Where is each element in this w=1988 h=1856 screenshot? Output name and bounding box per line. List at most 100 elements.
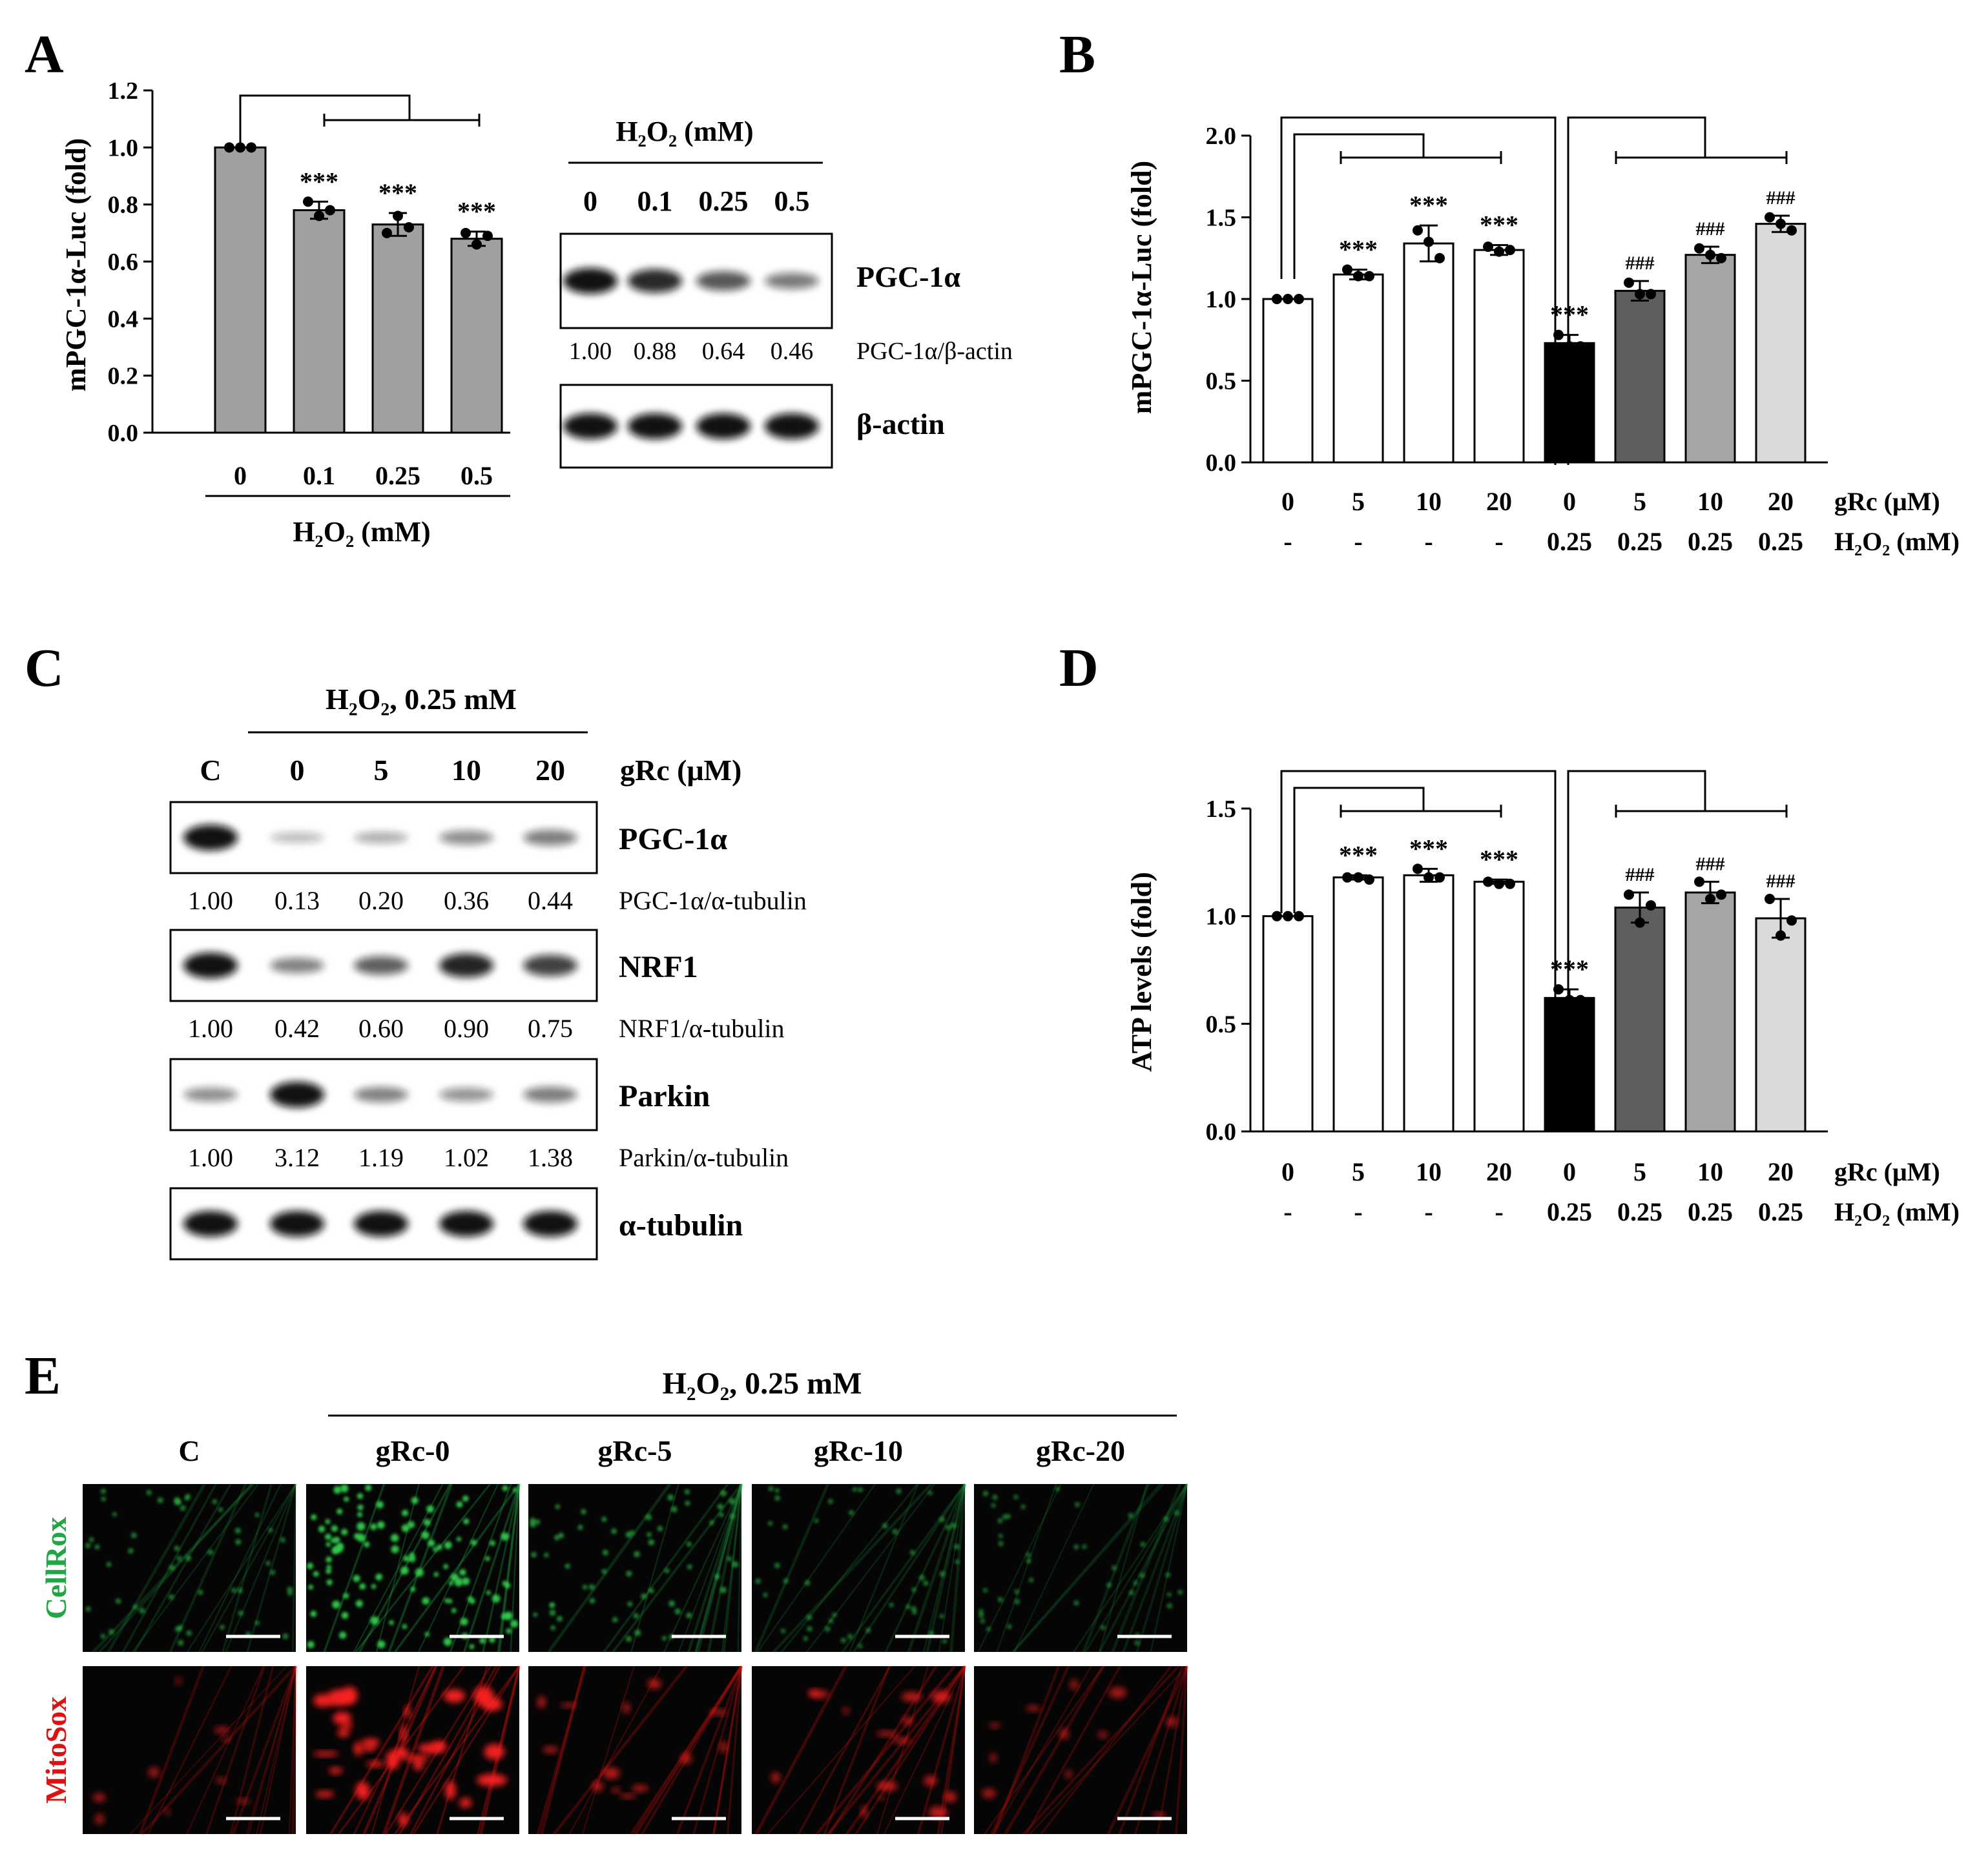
fluorescent-spot: [783, 1578, 789, 1584]
data-point: [1483, 876, 1493, 887]
data-point: [1646, 289, 1656, 300]
blot-band: [563, 268, 617, 294]
fluorescent-spot: [1073, 1600, 1079, 1606]
fluorescent-spot: [1028, 1577, 1034, 1583]
h2o2-label: -: [1283, 1197, 1292, 1226]
column-label: gRc-20: [1036, 1434, 1125, 1467]
data-point: [325, 205, 335, 216]
fluorescent-spot: [157, 1497, 163, 1503]
fiber-signal: [949, 1483, 967, 1653]
data-point: [303, 196, 313, 207]
fluorescent-spot: [1133, 1580, 1138, 1585]
fluorescent-spot: [479, 1637, 486, 1644]
fluorescent-spot: [670, 1506, 678, 1512]
band-name: NRF1: [619, 950, 698, 984]
blot-band: [183, 1088, 238, 1102]
chart-b: mPGC-1α-Luc (fold) 0.0 0.5 1.0 1.5 2.0 0 - *** 5…: [1126, 116, 1960, 556]
fluorescent-spot: [391, 1545, 399, 1554]
fluorescent-spot: [376, 1501, 384, 1509]
fluorescent-spot: [413, 1758, 424, 1771]
y-tick-label: 1.0: [108, 134, 139, 161]
data-point: [1294, 294, 1304, 304]
fluorescent-spot: [265, 1560, 271, 1566]
fluorescent-spot: [399, 1812, 408, 1828]
fluorescent-spot: [611, 1528, 617, 1534]
row-label: MitoSox: [39, 1696, 72, 1804]
y-tick-label: 0.2: [108, 363, 139, 390]
band-ratio: 1.00: [188, 886, 233, 915]
significance-label: ***: [1339, 840, 1378, 869]
fluorescent-spot: [625, 1636, 632, 1642]
blot-band: [270, 832, 324, 843]
fluorescent-spot: [460, 1618, 468, 1626]
fluorescent-spot: [180, 1505, 186, 1511]
fluorescent-spot: [978, 1609, 984, 1614]
fluorescent-spot: [92, 1793, 106, 1802]
fiber-signal: [498, 1483, 521, 1653]
fiber-signal: [798, 1665, 891, 1835]
band-ratio: 1.00: [188, 1014, 233, 1043]
fluorescent-spot: [357, 1504, 364, 1511]
fluorescent-spot: [354, 1742, 363, 1756]
fluorescent-spot: [341, 1722, 353, 1729]
y-tick-label: 1.0: [1206, 286, 1237, 313]
bar: [293, 209, 346, 434]
fluorescent-spot: [1101, 1625, 1106, 1631]
lane-label: 0.1: [637, 185, 673, 217]
blot-band: [183, 1211, 238, 1237]
h2o2-label: 0.25: [1617, 1197, 1662, 1226]
fiber-signal: [907, 1483, 967, 1653]
fiber-signal: [676, 1665, 743, 1835]
data-point: [1272, 294, 1282, 304]
h2o2-label: 0.25: [1617, 527, 1662, 556]
fluorescent-spot: [592, 1781, 603, 1791]
data-point: [1575, 341, 1586, 352]
band-ratio: 1.00: [188, 1143, 233, 1172]
significance-label: ***: [1339, 234, 1378, 263]
fluorescent-spot: [184, 1495, 190, 1501]
fluorescent-spot: [664, 1568, 670, 1574]
fluorescent-spot: [911, 1587, 916, 1593]
fiber-signal: [723, 1483, 743, 1653]
fluorescent-spot: [484, 1744, 505, 1760]
band-ratio: 1.38: [528, 1143, 573, 1172]
fluorescent-spot: [717, 1503, 723, 1510]
fiber-signal: [1157, 1665, 1188, 1835]
category-label: 0: [1281, 1157, 1294, 1186]
fiber-signal: [1011, 1483, 1161, 1653]
band-ratio: 0.44: [528, 886, 573, 915]
fiber-signal: [412, 1665, 521, 1835]
fluorescent-spot: [807, 1626, 813, 1632]
chart-b-ylabel: mPGC-1α-Luc (fold): [1126, 161, 1157, 414]
fluorescent-spot: [1014, 1589, 1019, 1594]
fluorescent-spot: [730, 1514, 735, 1519]
fiber-signal: [926, 1483, 967, 1653]
fluorescent-spot: [939, 1614, 944, 1619]
fluorescent-spot: [718, 1512, 724, 1518]
fiber-signal: [849, 1483, 919, 1653]
fluorescent-spot: [1165, 1572, 1171, 1578]
blot-band: [183, 953, 238, 978]
fluorescent-spot: [512, 1487, 518, 1493]
fluorescent-spot: [128, 1548, 134, 1554]
data-point: [314, 211, 324, 222]
fluorescent-spot: [355, 1600, 363, 1607]
data-point: [382, 227, 392, 238]
fluorescent-spot: [645, 1514, 652, 1521]
data-point: [1294, 911, 1304, 922]
band-ratio: 0.36: [444, 886, 489, 915]
lane-label: 10: [451, 754, 481, 787]
data-point: [1624, 889, 1634, 900]
fiber-signal: [990, 1665, 1070, 1835]
fluorescent-spot: [657, 1525, 663, 1532]
y-tick-label: 0.0: [1206, 1119, 1237, 1146]
bar: [1403, 874, 1455, 1133]
fluorescent-spot: [950, 1522, 957, 1529]
fluorescent-spot: [375, 1573, 383, 1581]
data-point: [1694, 876, 1704, 887]
category-label: 5: [1633, 487, 1646, 516]
fluorescent-spot: [510, 1620, 519, 1628]
y-tick-label: 0.0: [1206, 449, 1237, 477]
band-ratio: 0.13: [274, 886, 320, 915]
